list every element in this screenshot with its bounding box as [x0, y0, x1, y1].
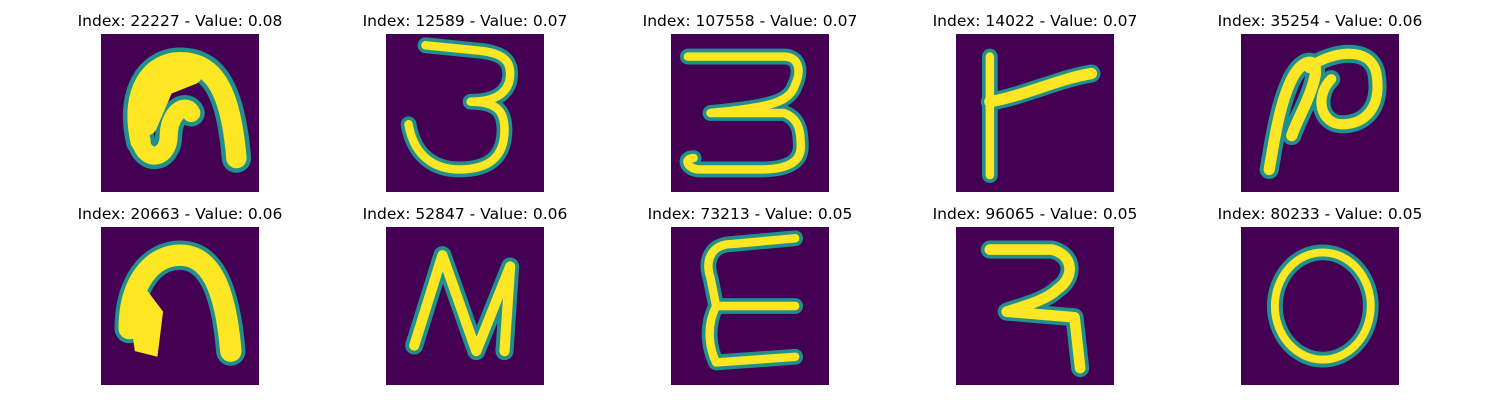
panel-title: Index: 22227 - Value: 0.08 [77, 12, 283, 30]
panel-image [671, 34, 829, 192]
image-panel-1: Index: 22227 - Value: 0.08 [30, 0, 330, 200]
panel-title: Index: 73213 - Value: 0.05 [647, 205, 853, 223]
image-panel-3: Index: 107558 - Value: 0.07 [600, 0, 900, 200]
epsilon-stroke [671, 227, 829, 385]
panel-title: Index: 14022 - Value: 0.07 [932, 12, 1138, 30]
panel-image [1241, 34, 1399, 192]
panel-title: Index: 52847 - Value: 0.06 [362, 205, 568, 223]
image-panel-2: Index: 12589 - Value: 0.07 [315, 0, 615, 200]
zero-stroke [1241, 227, 1399, 385]
image-panel-4: Index: 14022 - Value: 0.07 [885, 0, 1185, 200]
image-panel-6: Index: 20663 - Value: 0.06 [30, 193, 330, 393]
panel-title: Index: 80233 - Value: 0.05 [1217, 205, 1423, 223]
panel-image [671, 227, 829, 385]
image-panel-9: Index: 96065 - Value: 0.05 [885, 193, 1185, 393]
image-panel-7: Index: 52847 - Value: 0.06 [315, 193, 615, 393]
image-panel-10: Index: 80233 - Value: 0.05 [1170, 193, 1470, 393]
panel-image [386, 34, 544, 192]
panel-image [101, 227, 259, 385]
flag-stroke [956, 34, 1114, 192]
panel-image [386, 227, 544, 385]
panel-image [956, 227, 1114, 385]
panel-title: Index: 12589 - Value: 0.07 [362, 12, 568, 30]
devanagari-3-stroke [671, 34, 829, 192]
devanagari-3-stroke [386, 34, 544, 192]
arch-loop-stroke [101, 34, 259, 192]
image-panel-5: Index: 35254 - Value: 0.06 [1170, 0, 1470, 200]
panel-title: Index: 35254 - Value: 0.06 [1217, 12, 1423, 30]
panel-title: Index: 107558 - Value: 0.07 [642, 12, 858, 30]
hook-stroke [956, 227, 1114, 385]
panel-image [1241, 227, 1399, 385]
loop-stroke [1241, 34, 1399, 192]
panel-title: Index: 20663 - Value: 0.06 [77, 205, 283, 223]
n-stroke [386, 227, 544, 385]
panel-image [101, 34, 259, 192]
image-panel-8: Index: 73213 - Value: 0.05 [600, 193, 900, 393]
panel-image [956, 34, 1114, 192]
panel-title: Index: 96065 - Value: 0.05 [932, 205, 1138, 223]
arch-stroke [101, 227, 259, 385]
